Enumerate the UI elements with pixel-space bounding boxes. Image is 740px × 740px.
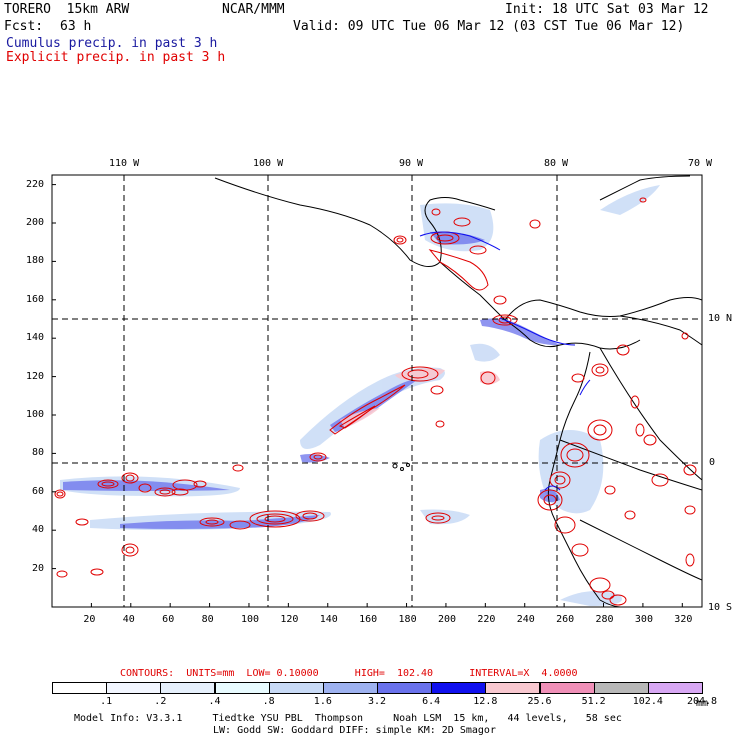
x-tick-label: 140 [319,614,338,625]
legend-swatch [431,682,487,694]
legend-label: .2 [154,696,167,707]
x-tick-marks [90,603,683,607]
physics-info: LW: Godd SW: Goddard DIFF: simple KM: 2D… [213,725,496,736]
legend-swatch [485,682,541,694]
lon-label-80w: 80 W [544,158,569,169]
y-tick-label: 200 [26,217,45,228]
x-tick-label: 180 [398,614,417,625]
legend-label: 12.8 [473,696,498,707]
legend-swatch [106,682,162,694]
lat-label-0: 0 [709,457,716,468]
center-title: NCAR/MMM [222,2,285,17]
y-tick-label: 60 [32,485,45,497]
legend-swatch [160,682,216,694]
x-tick-label: 120 [280,614,299,625]
x-tick-label: 300 [634,614,653,625]
legend-swatch [268,682,324,694]
lon-label-70w: 70 W [688,158,713,169]
legend-label: 102.4 [632,696,663,707]
legend-swatch [539,682,595,694]
model-info: Model Info: V3.3.1 Tiedtke YSU PBL Thomp… [74,713,622,724]
explicit-contours [54,197,697,606]
legend-swatch [647,682,703,694]
y-tick-label: 40 [32,524,45,536]
x-tick-label: 160 [359,614,378,625]
lon-label-110w: 110 W [109,158,140,169]
y-tick-marks [52,184,56,570]
legend-label: 51.2 [581,696,606,707]
y-tick-label: 120 [26,370,45,382]
y-tick-label: 180 [26,255,45,267]
x-tick-label: 260 [556,614,575,625]
lon-label-100w: 100 W [253,158,284,169]
legend-swatch [52,682,108,694]
x-tick-label: 20 [83,614,96,625]
lat-label-10s: 10 S [708,602,733,613]
x-tick-label: 200 [437,614,456,625]
y-tick-label: 100 [26,409,45,420]
y-tick-label: 160 [26,293,45,305]
graticule [52,175,702,607]
model-title: TORERO 15km ARW [4,2,130,17]
legend-label: .4 [208,696,221,707]
valid-time: Valid: 09 UTC Tue 06 Mar 12 (03 CST Tue … [293,19,685,34]
y-tick-label: 220 [26,178,45,190]
legend-label: 25.6 [527,696,552,707]
y-tick-label: 80 [32,447,45,459]
lon-label-90w: 90 W [399,158,424,169]
fcst-value: 63 h [60,19,92,34]
legend-label: 204.8 [686,696,718,707]
legend-swatch [377,682,433,694]
y-tick-label: 20 [32,562,45,574]
lat-label-10n: 10 N [708,313,733,324]
contours-info: CONTOURS: UNITS=mm LOW= 0.10000 HIGH= 10… [120,668,578,679]
map-frame [51,174,703,608]
legend-swatch [593,682,649,694]
legend-label: 3.2 [367,696,387,707]
x-tick-label: 220 [477,614,496,625]
legend-label: .8 [262,696,275,707]
init-time: Init: 18 UTC Sat 03 Mar 12 [505,2,709,17]
legend-label: 6.4 [422,696,441,707]
legend-label: 1.6 [313,696,332,707]
fcst-label: Fcst: [4,19,44,34]
x-tick-label: 280 [595,614,614,625]
legend-swatch [214,682,270,694]
legend-unit: mm [696,698,709,709]
x-tick-label: 60 [162,614,175,625]
y-tick-label: 140 [26,332,45,344]
field-cumulus-label: Cumulus precip. in past 3 h [6,36,218,51]
legend-label: .1 [100,696,113,707]
x-tick-label: 100 [240,614,260,625]
x-tick-label: 240 [516,614,535,625]
x-tick-label: 40 [122,614,135,625]
legend-swatch [322,682,378,694]
cumulus-contours [419,231,591,491]
coastlines [214,175,702,607]
x-tick-label: 80 [201,614,214,625]
field-explicit-label: Explicit precip. in past 3 h [6,50,226,65]
x-tick-label: 320 [674,614,693,625]
